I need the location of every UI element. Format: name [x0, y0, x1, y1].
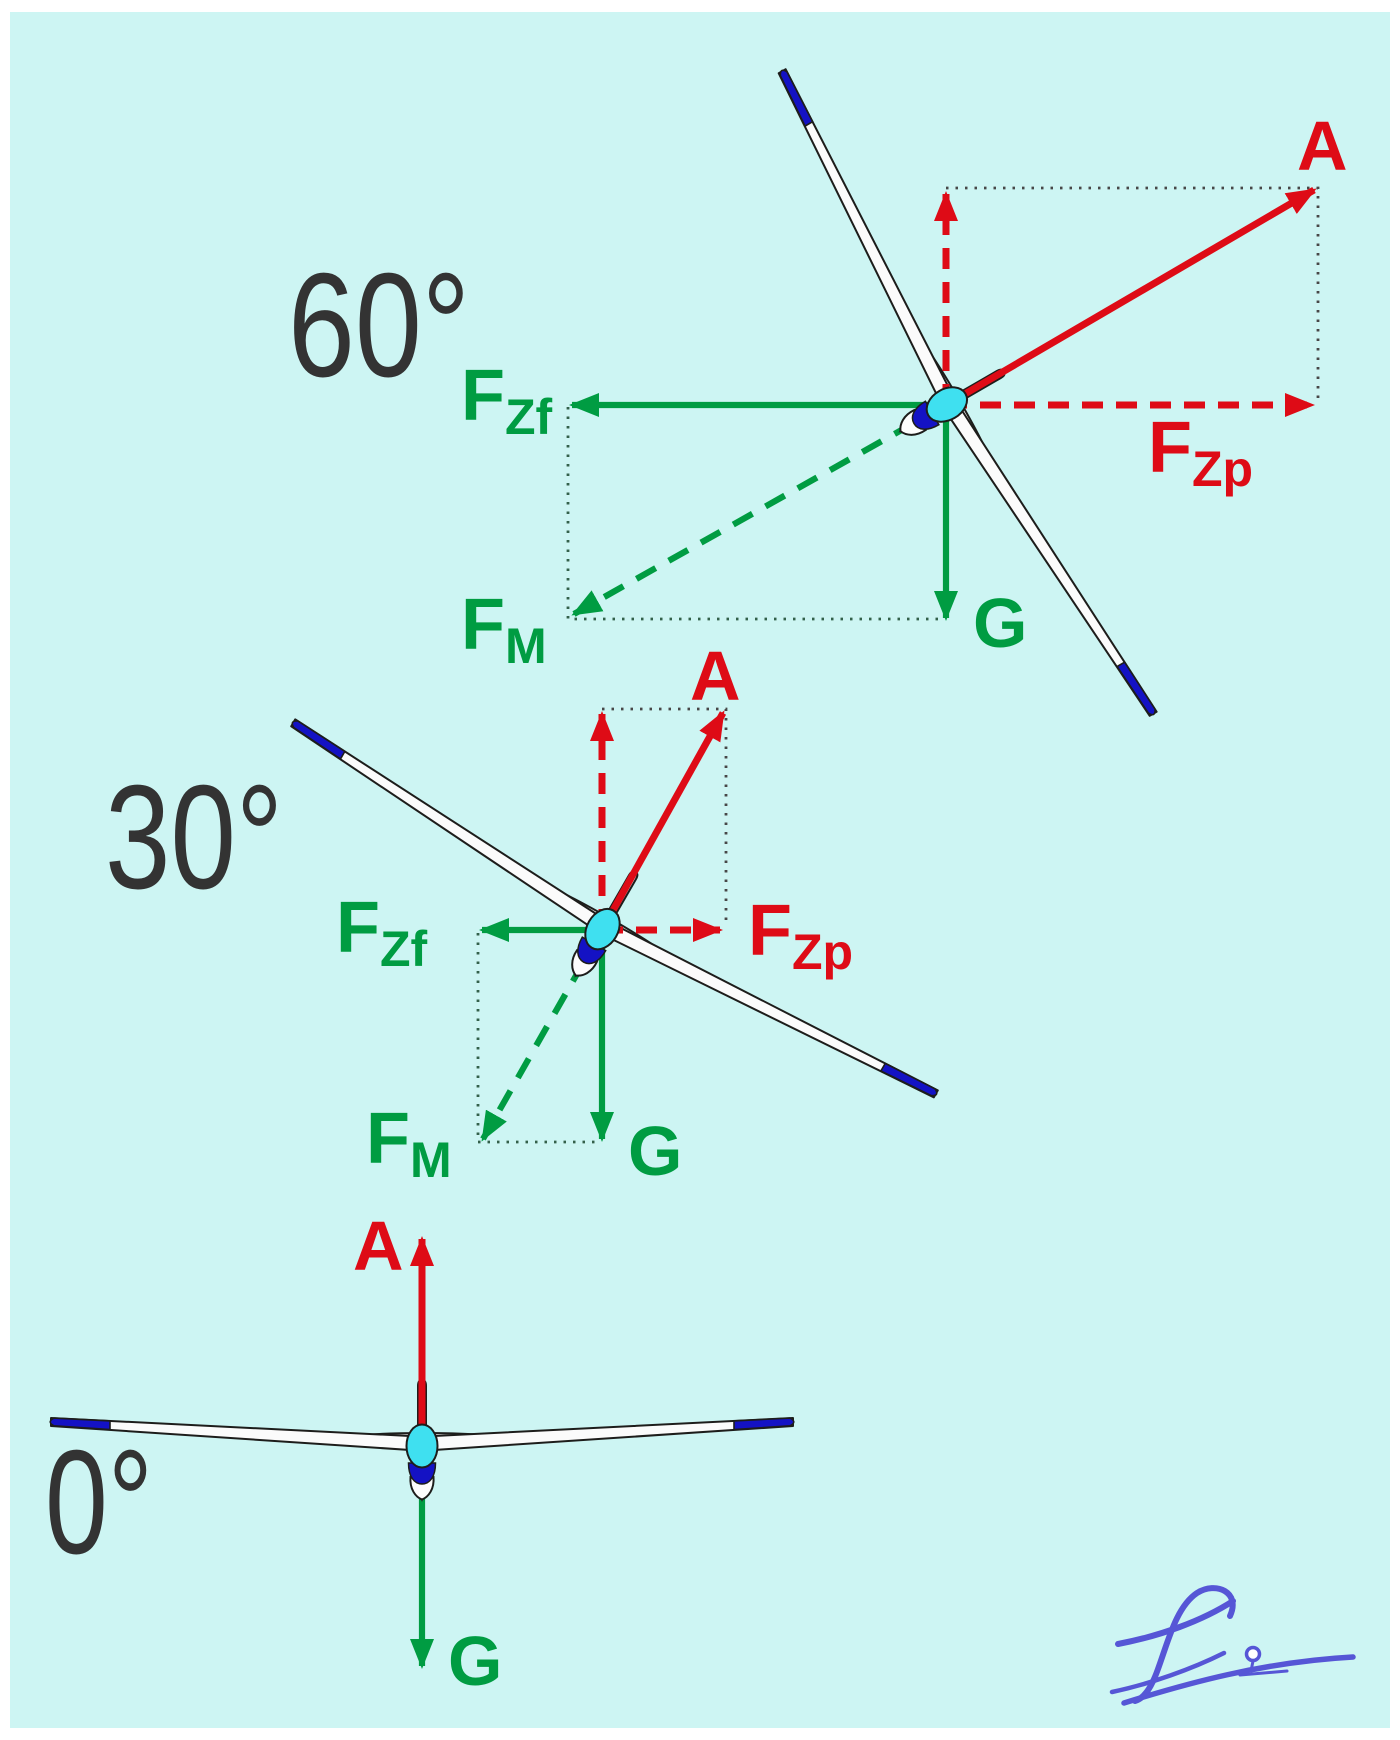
bank-30-glider-front [571, 907, 621, 978]
bank-60-lift-A [944, 186, 1317, 409]
bank-0: A G 0° [45, 1207, 795, 1700]
bank-30-lift-A [598, 710, 727, 932]
bank-60-label-FZp: FZp [1148, 408, 1253, 497]
bank-0-label-G: G [448, 1622, 502, 1700]
bank-60-label-A: A [1297, 107, 1348, 185]
bank-0-glider-front [405, 1423, 439, 1502]
glider-nose [911, 400, 940, 430]
bank-30-lift-components-box [602, 707, 728, 927]
bank-0-label-A: A [353, 1207, 404, 1285]
bank-30-label-A: A [690, 637, 741, 715]
bank-60-lift-components-box [946, 186, 1320, 401]
bank-30-label-FZf: FZf [336, 888, 428, 977]
glider-canopy [925, 386, 969, 423]
glider-wingtip-right [1115, 661, 1156, 716]
figure-background [10, 12, 1390, 1728]
glider-canopy [584, 907, 621, 951]
glider-nose [407, 1462, 437, 1485]
bank-30-label-FM: FM [366, 1099, 452, 1188]
bank-60: A FZp FZf FM G 60° [288, 68, 1348, 717]
glider-canopy [405, 1423, 439, 1469]
glider-wingtip-left [779, 69, 814, 128]
bank-30-caption: 30° [105, 755, 283, 920]
signature-stroke [1132, 1585, 1236, 1704]
bank-30-resultant-components-box [476, 933, 598, 1144]
signature-stroke [1109, 1650, 1227, 1695]
signature-stroke [1115, 1598, 1236, 1647]
bank-0-caption: 0° [45, 1420, 153, 1585]
bank-60-label-FZf: FZf [461, 356, 553, 445]
glider-wingtip-left [49, 1417, 111, 1431]
signature-stroke [1121, 1654, 1356, 1706]
glider-wingtip-left [291, 720, 346, 761]
bank-60-glider-front [898, 386, 969, 436]
glider-wingtip-right [879, 1062, 938, 1097]
glider-wingtip-right [733, 1417, 795, 1431]
signature-stroke [1238, 1659, 1289, 1677]
signature-dot [1244, 1645, 1262, 1663]
bank-30-label-G: G [628, 1112, 682, 1190]
artist-signature [1109, 1585, 1356, 1706]
bank-60-label-G: G [973, 584, 1027, 662]
bank-30-label-FZp: FZp [748, 891, 853, 980]
bank-30: A FZp FZf FM G 30° [105, 637, 939, 1190]
bank-60-label-FM: FM [461, 585, 547, 674]
glider-nose [577, 936, 607, 965]
bank-60-caption: 60° [288, 243, 470, 408]
